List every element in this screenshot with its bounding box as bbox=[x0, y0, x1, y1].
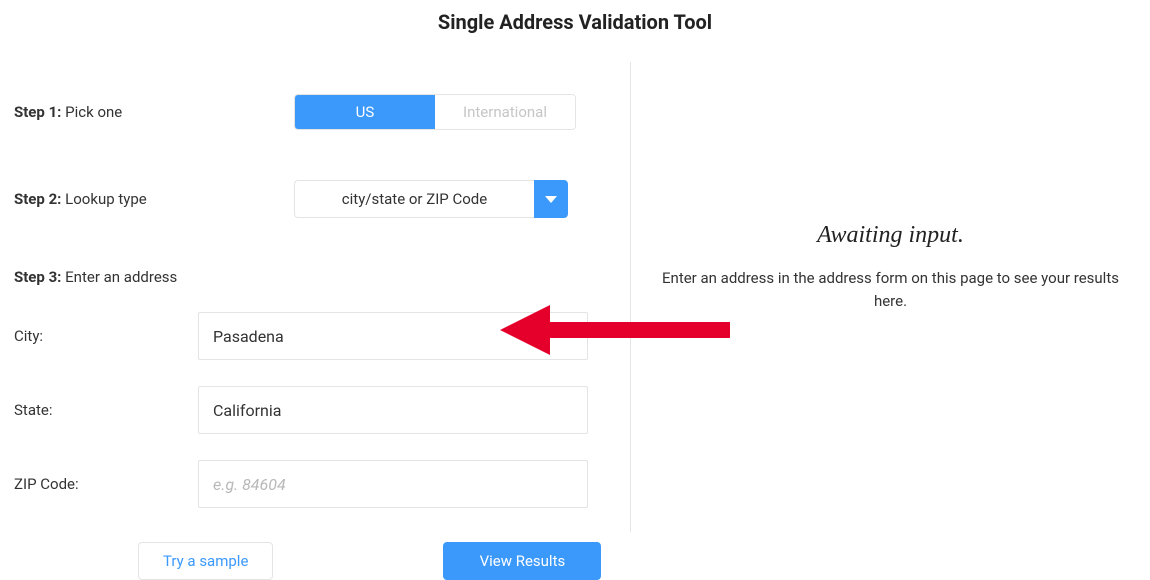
zip-label: ZIP Code: bbox=[14, 475, 198, 493]
results-body: Enter an address in the address form on … bbox=[661, 267, 1120, 312]
step2-row: Step 2: Lookup type city/state or ZIP Co… bbox=[14, 180, 610, 218]
step3-label: Step 3: Enter an address bbox=[14, 268, 610, 286]
city-label: City: bbox=[14, 327, 198, 345]
lookup-type-caret-button[interactable] bbox=[534, 180, 568, 218]
step1-row: Step 1: Pick one US International bbox=[14, 94, 610, 130]
chevron-down-icon bbox=[545, 196, 557, 203]
step2-prefix: Step 2: bbox=[14, 190, 61, 208]
action-row: Try a sample View Results bbox=[14, 542, 610, 580]
content-columns: Step 1: Pick one US International Step 2… bbox=[0, 42, 1150, 552]
zip-row: ZIP Code: bbox=[14, 460, 610, 508]
state-label: State: bbox=[14, 401, 198, 419]
step3-text: Enter an address bbox=[65, 268, 177, 286]
country-toggle: US International bbox=[294, 94, 576, 130]
state-row: State: bbox=[14, 386, 610, 434]
state-input[interactable] bbox=[198, 386, 588, 434]
step2-text: Lookup type bbox=[65, 190, 147, 208]
lookup-type-select[interactable]: city/state or ZIP Code bbox=[294, 180, 568, 218]
try-sample-button[interactable]: Try a sample bbox=[138, 542, 273, 580]
step1-label: Step 1: Pick one bbox=[14, 103, 294, 121]
zip-input[interactable] bbox=[198, 460, 588, 508]
city-row: City: bbox=[14, 312, 610, 360]
results-panel: Awaiting input. Enter an address in the … bbox=[631, 42, 1150, 552]
results-heading: Awaiting input. bbox=[817, 222, 964, 249]
step3-prefix: Step 3: bbox=[14, 268, 61, 286]
toggle-international-button[interactable]: International bbox=[435, 95, 575, 129]
step1-prefix: Step 1: bbox=[14, 103, 61, 121]
view-results-button[interactable]: View Results bbox=[443, 542, 601, 580]
city-input[interactable] bbox=[198, 312, 588, 360]
form-panel: Step 1: Pick one US International Step 2… bbox=[0, 42, 630, 552]
lookup-type-value: city/state or ZIP Code bbox=[294, 180, 534, 218]
step1-text: Pick one bbox=[65, 103, 122, 121]
page-title: Single Address Validation Tool bbox=[0, 0, 1150, 42]
toggle-us-button[interactable]: US bbox=[295, 95, 435, 129]
step2-label: Step 2: Lookup type bbox=[14, 190, 294, 208]
